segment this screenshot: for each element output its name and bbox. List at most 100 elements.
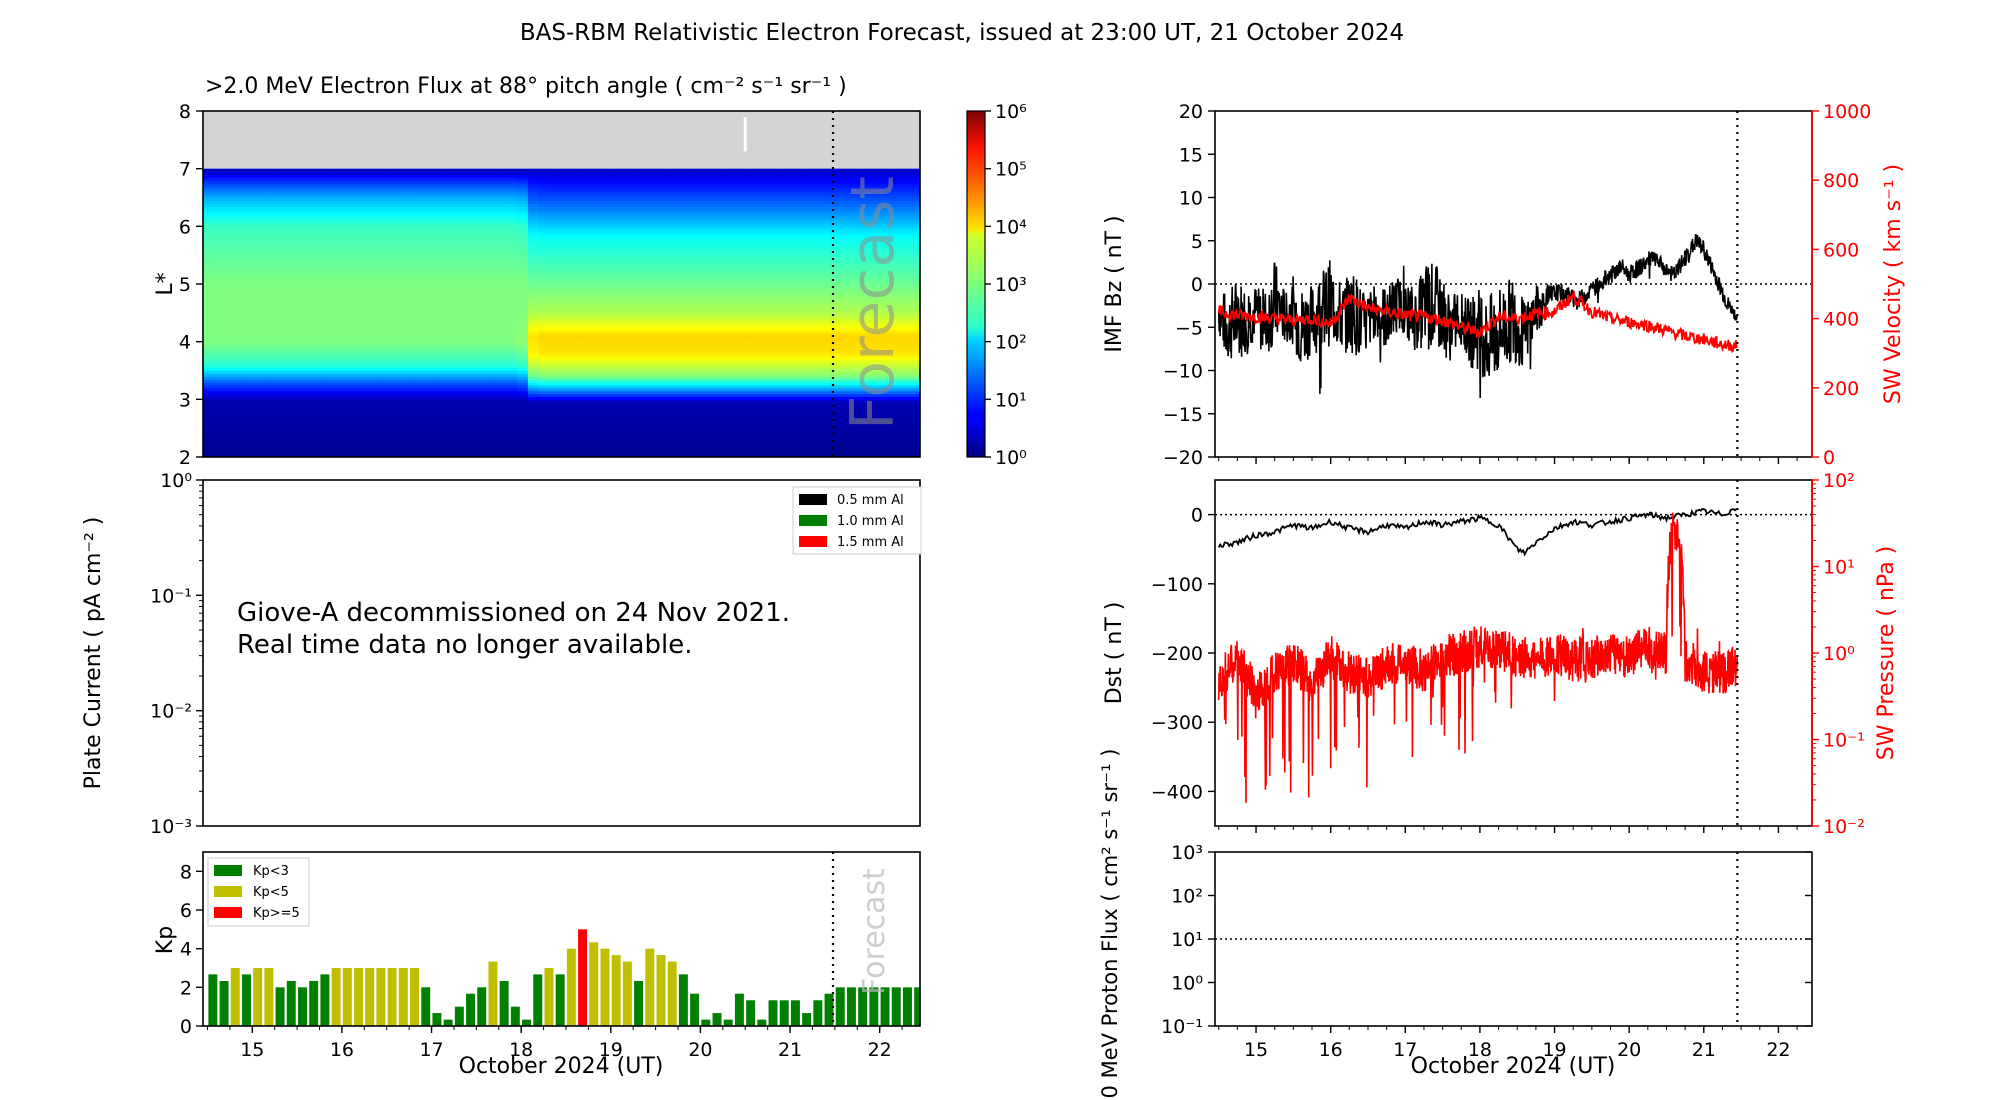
flux-cell [550,367,563,372]
flux-cell [695,217,708,222]
flux-cell [393,246,406,250]
flux-cell [214,358,227,363]
flux-cell [270,237,283,242]
flux-cell [348,370,361,374]
flux-cell [371,410,383,415]
flux-cell [404,307,417,311]
flux-cell [695,410,708,415]
flux-cell [371,266,383,271]
flux-cell [203,379,215,383]
flux-cell [617,295,630,300]
flux-cell [606,237,619,242]
flux-cell [214,442,227,447]
flux-cell [438,442,451,447]
flux-cell [326,399,339,403]
flux-cell [471,269,484,274]
flux-cell [572,422,585,426]
flux-cell [449,373,462,377]
flux-cell [583,431,596,435]
flux-cell [639,387,652,392]
flux-cell [539,197,551,201]
flux-cell [572,416,585,421]
flux-cell [572,370,585,374]
flux-cell [438,410,451,415]
flux-cell [516,390,529,395]
flux-cell [550,451,563,455]
flux-cell [371,387,383,392]
flux-cell [662,439,675,444]
flux-cell [449,258,462,262]
flux-cell [673,252,686,256]
flux-cell [225,370,238,374]
flux-cell [550,335,563,340]
flux-cell [606,448,619,452]
flux-cell [326,295,339,300]
flux-cell [572,382,585,386]
flux-cell [673,402,686,406]
flux-cell [337,275,350,279]
flux-cell [281,249,294,253]
flux-cell [404,292,417,297]
flux-cell [371,367,383,372]
flux-cell [595,448,607,452]
flux-cell [337,223,350,227]
flux-cell [628,445,641,449]
flux-cell [382,384,395,389]
flux-cell [203,258,215,262]
flux-cell [505,237,518,242]
flux-cell [460,197,473,201]
flux-cell [662,266,675,271]
flux-cell [740,295,753,300]
flux-cell [595,436,607,441]
flux-cell [359,344,372,349]
flux-cell [494,361,507,366]
flux-cell [259,220,271,225]
flux-cell [326,448,339,452]
flux-cell [471,226,484,230]
flux-cell [404,194,417,199]
flux-cell [259,396,271,400]
flux-cell [740,431,753,435]
flux-cell [651,312,663,317]
flux-cell [595,269,607,274]
flux-cell [606,410,619,415]
flux-cell [673,410,686,415]
flux-cell [326,364,339,369]
flux-cell [404,333,417,337]
flux-cell [348,275,361,279]
flux-cell [684,324,697,328]
flux-cell [662,405,675,409]
flux-cell [382,393,395,398]
flux-cell [707,358,719,363]
flux-cell [505,266,518,271]
flux-cell [561,324,574,328]
flux-cell [729,226,742,230]
flux-cell [292,376,305,380]
flux-cell [662,226,675,230]
flux-cell [740,341,753,346]
flux-cell [583,292,596,297]
flux-cell [259,237,271,242]
flux-cell [651,234,663,239]
flux-cell [337,333,350,337]
flux-cell [449,358,462,363]
flux-cell [583,295,596,300]
flux-cell [303,433,316,438]
flux-cell [539,358,551,363]
flux-cell [471,387,484,392]
flux-cell [427,188,439,193]
flux-cell [348,309,361,314]
flux-cell [259,258,271,262]
flux-cell [673,304,686,308]
flux-cell [460,402,473,406]
flux-cell [460,321,473,325]
flux-cell [505,309,518,314]
flux-cell [527,237,540,242]
flux-cell [662,327,675,331]
flux-cell [460,289,473,294]
flux-cell [449,353,462,357]
flux-cell [751,413,764,418]
flux-cell [281,387,294,392]
flux-cell [404,419,417,423]
flux-cell [292,448,305,452]
